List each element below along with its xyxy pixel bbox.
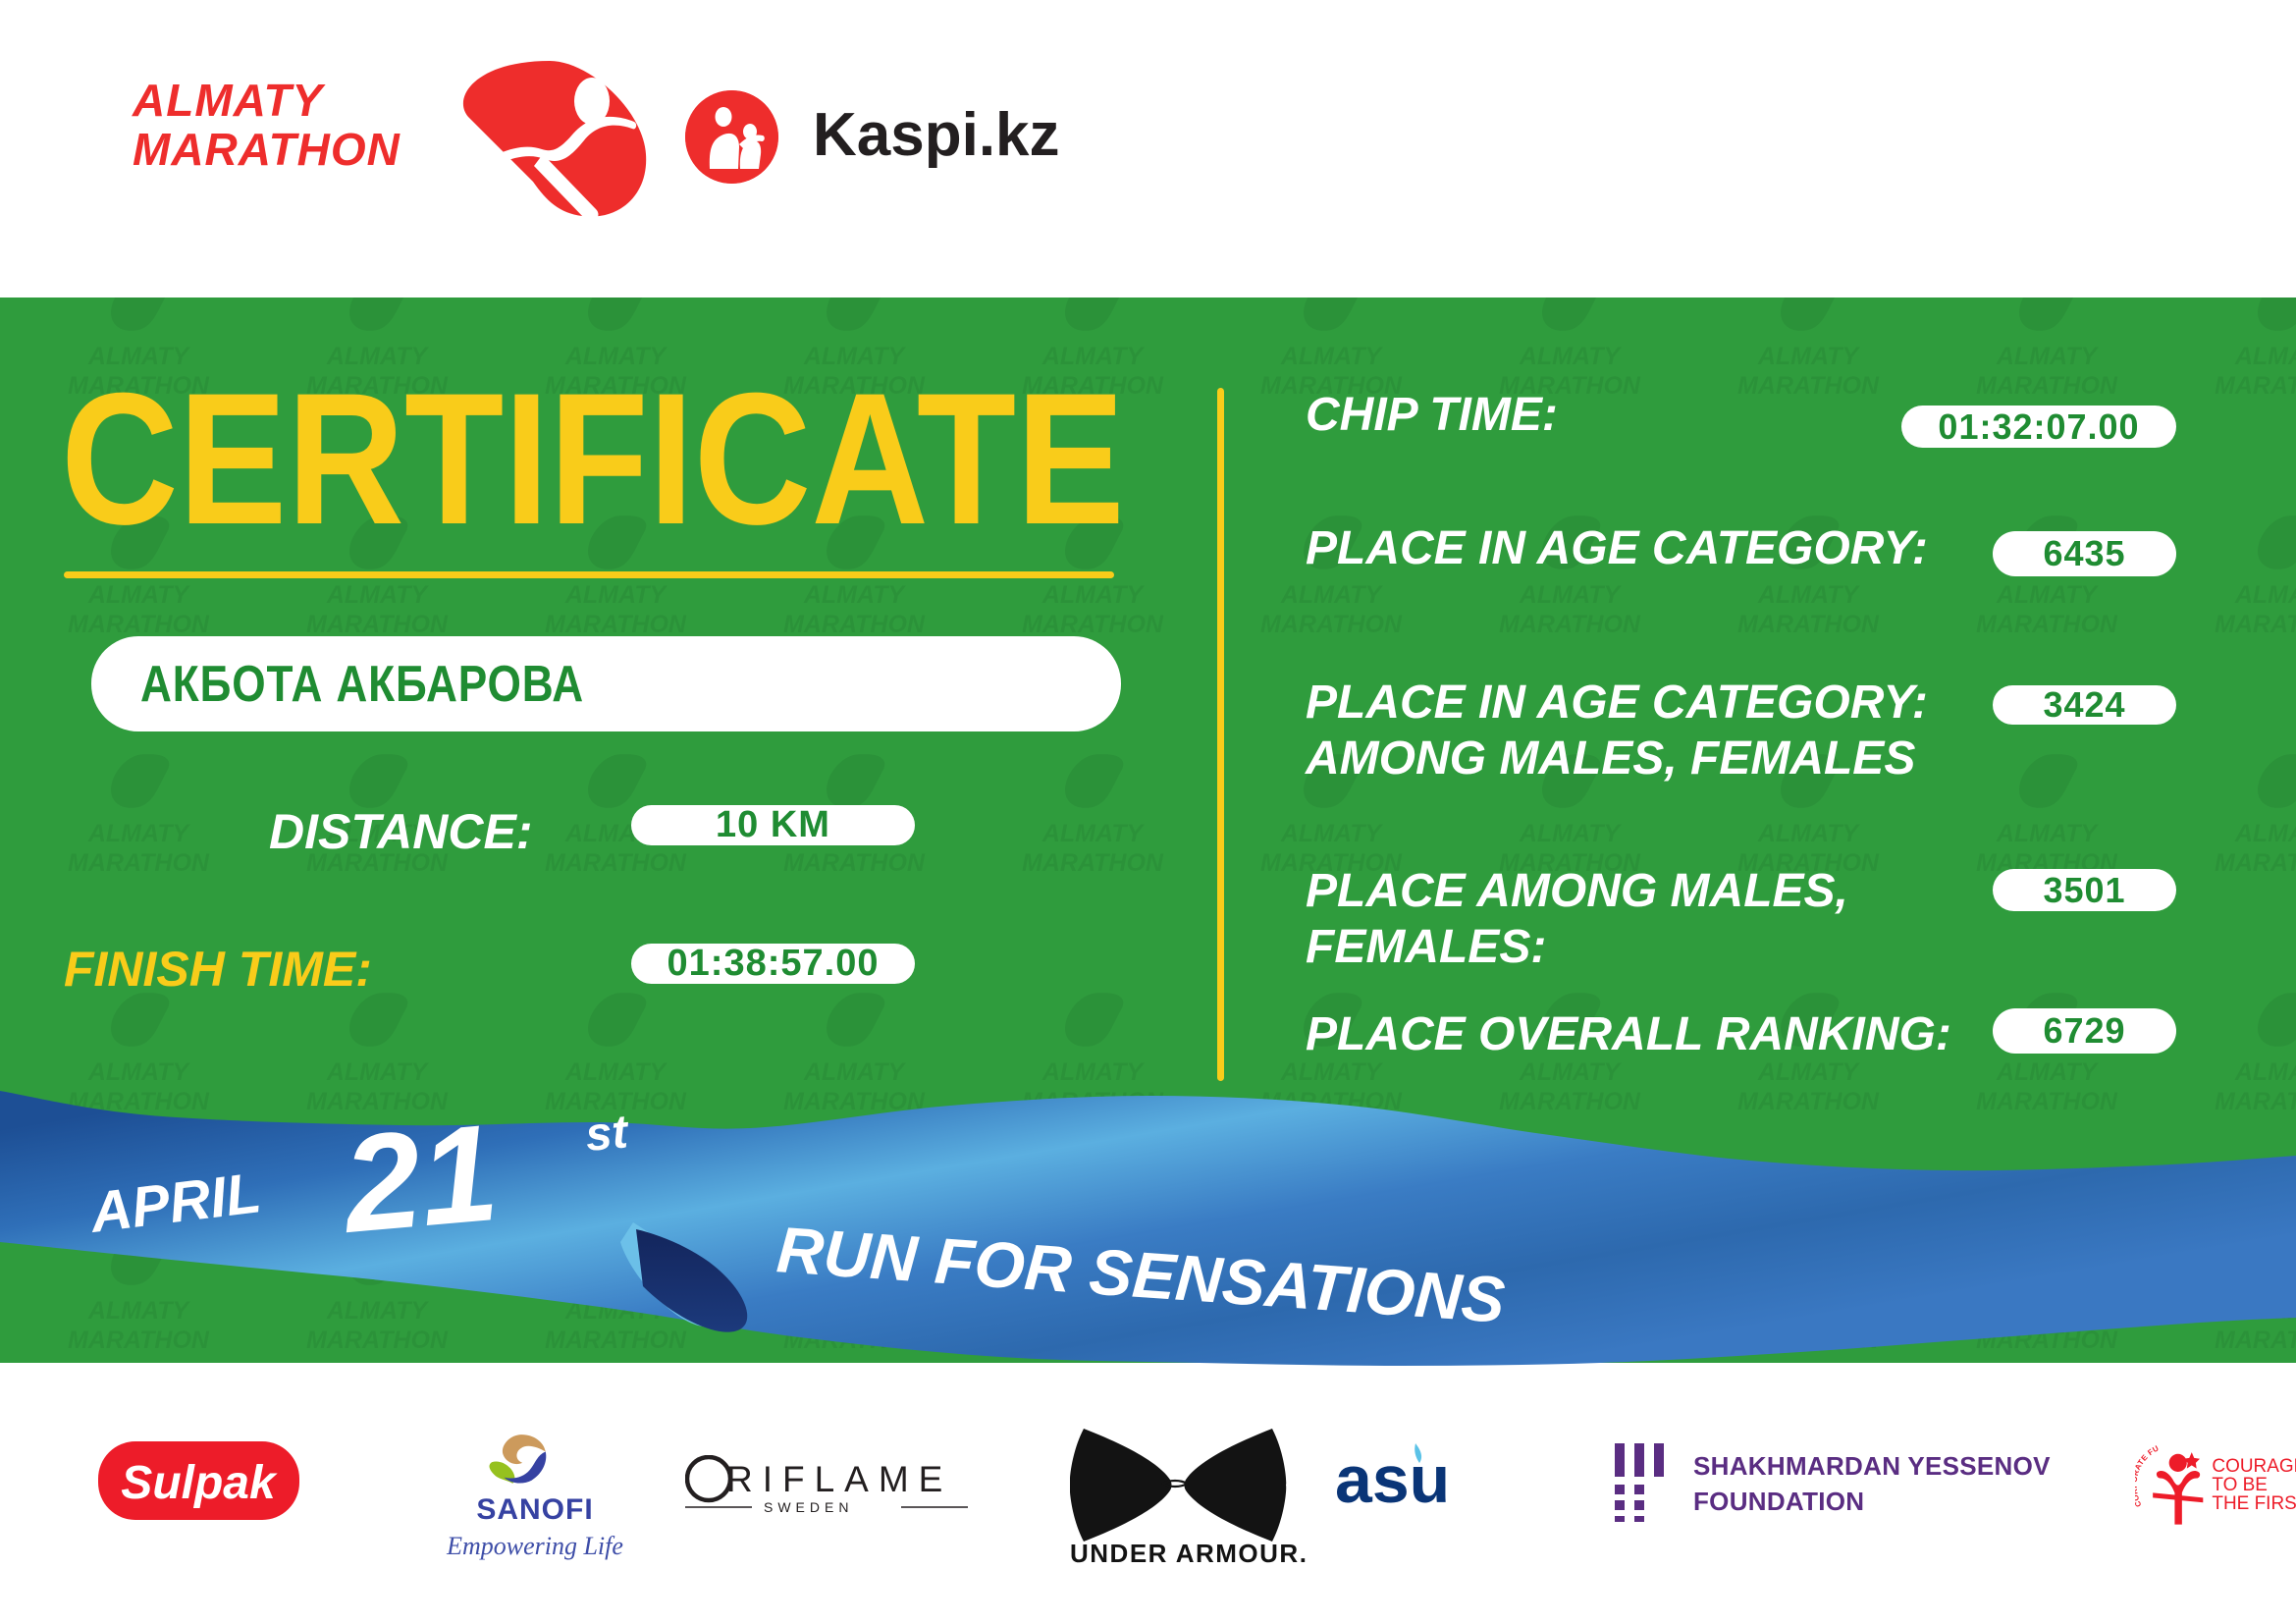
svg-text:Sulpak: Sulpak xyxy=(121,1457,278,1509)
svg-text:SANOFI: SANOFI xyxy=(476,1493,593,1526)
svg-text:st: st xyxy=(583,1106,631,1162)
svg-text:THE FIRST!: THE FIRST! xyxy=(2212,1493,2296,1514)
svg-text:COURAGE: COURAGE xyxy=(2212,1456,2296,1477)
svg-text:RIFLAME: RIFLAME xyxy=(726,1459,952,1499)
svg-text:UNDER ARMOUR.: UNDER ARMOUR. xyxy=(1070,1539,1308,1566)
svg-text:SHAKHMARDAN YESSENOV: SHAKHMARDAN YESSENOV xyxy=(1693,1451,2051,1481)
svg-text:21: 21 xyxy=(335,1095,504,1262)
svg-text:SWEDEN: SWEDEN xyxy=(764,1499,853,1515)
svg-text:FOUNDATION: FOUNDATION xyxy=(1693,1487,1864,1516)
svg-text:TO BE: TO BE xyxy=(2212,1475,2268,1495)
svg-text:asu: asu xyxy=(1335,1442,1450,1517)
svg-text:Empowering Life: Empowering Life xyxy=(446,1532,623,1560)
